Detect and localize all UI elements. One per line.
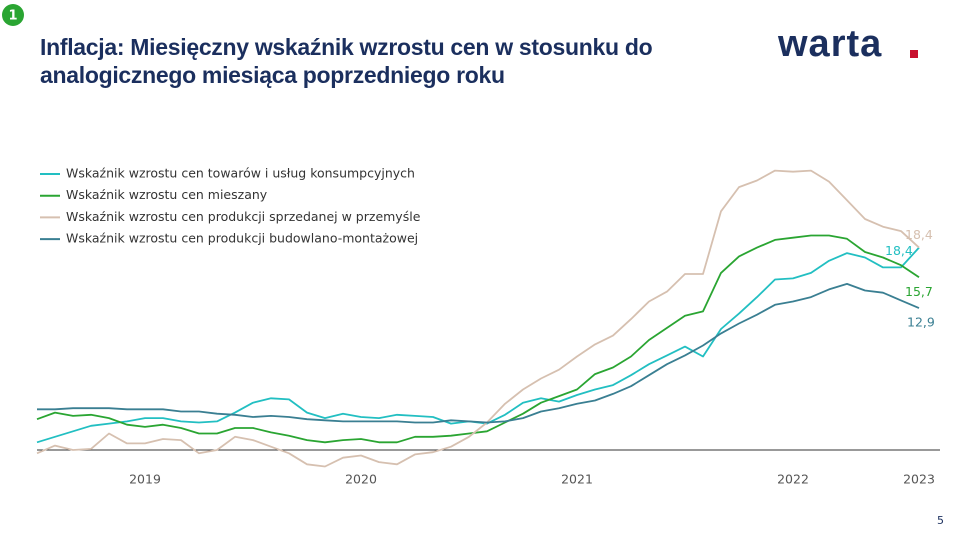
chart-title: analogicznego miesiąca poprzedniego roku [40, 62, 505, 88]
logo-dot [910, 50, 918, 58]
badge [2, 4, 24, 26]
series-line [36, 246, 920, 444]
series-line [36, 169, 920, 468]
chart-title: Inflacja: Miesięczny wskaźnik wzrostu ce… [40, 34, 653, 60]
data-label: 18,4 [905, 227, 933, 242]
badge-number: 1 [8, 9, 17, 24]
x-tick-label: 2022 [777, 472, 809, 487]
series-line [36, 234, 920, 444]
legend-label: Wskaźnik wzrostu cen towarów i usług kon… [66, 166, 415, 181]
legend-label: Wskaźnik wzrostu cen mieszany [66, 187, 268, 202]
x-tick-label: 2023 [903, 472, 935, 487]
data-label: 12,9 [907, 315, 935, 330]
x-tick-label: 2019 [129, 472, 161, 487]
series-line [37, 283, 920, 424]
data-label: 15,7 [905, 284, 933, 299]
legend-label: Wskaźnik wzrostu cen produkcji sprzedane… [66, 209, 421, 224]
page-number: 5 [937, 514, 944, 527]
logo: warta [777, 23, 882, 65]
data-label: 18,4 [885, 243, 913, 258]
x-tick-label: 2020 [345, 472, 377, 487]
x-tick-label: 2021 [561, 472, 593, 487]
legend-label: Wskaźnik wzrostu cen produkcji budowlano… [66, 231, 418, 246]
